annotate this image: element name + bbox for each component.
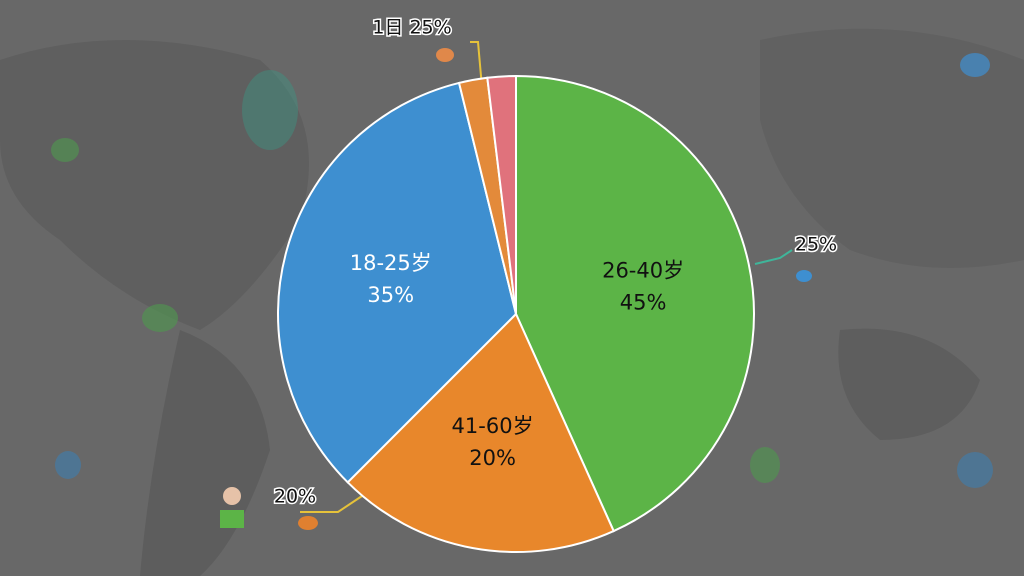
value-label: 45% [620,291,667,315]
annotation: 1日 25% [372,17,451,39]
value-label: 20% [469,446,516,470]
slice-label: 26-40岁 [602,259,684,283]
annotation: 25% [795,234,837,256]
pie-slice [515,74,755,533]
slice-label: 18-25岁 [350,251,432,275]
slice-label: 41-60岁 [452,414,534,438]
value-label: 35% [367,283,414,307]
pie-slice [486,74,517,315]
pie [277,74,755,553]
pie-slice [346,312,616,553]
annotation: 20% [274,486,316,508]
pie-slice [277,81,518,484]
